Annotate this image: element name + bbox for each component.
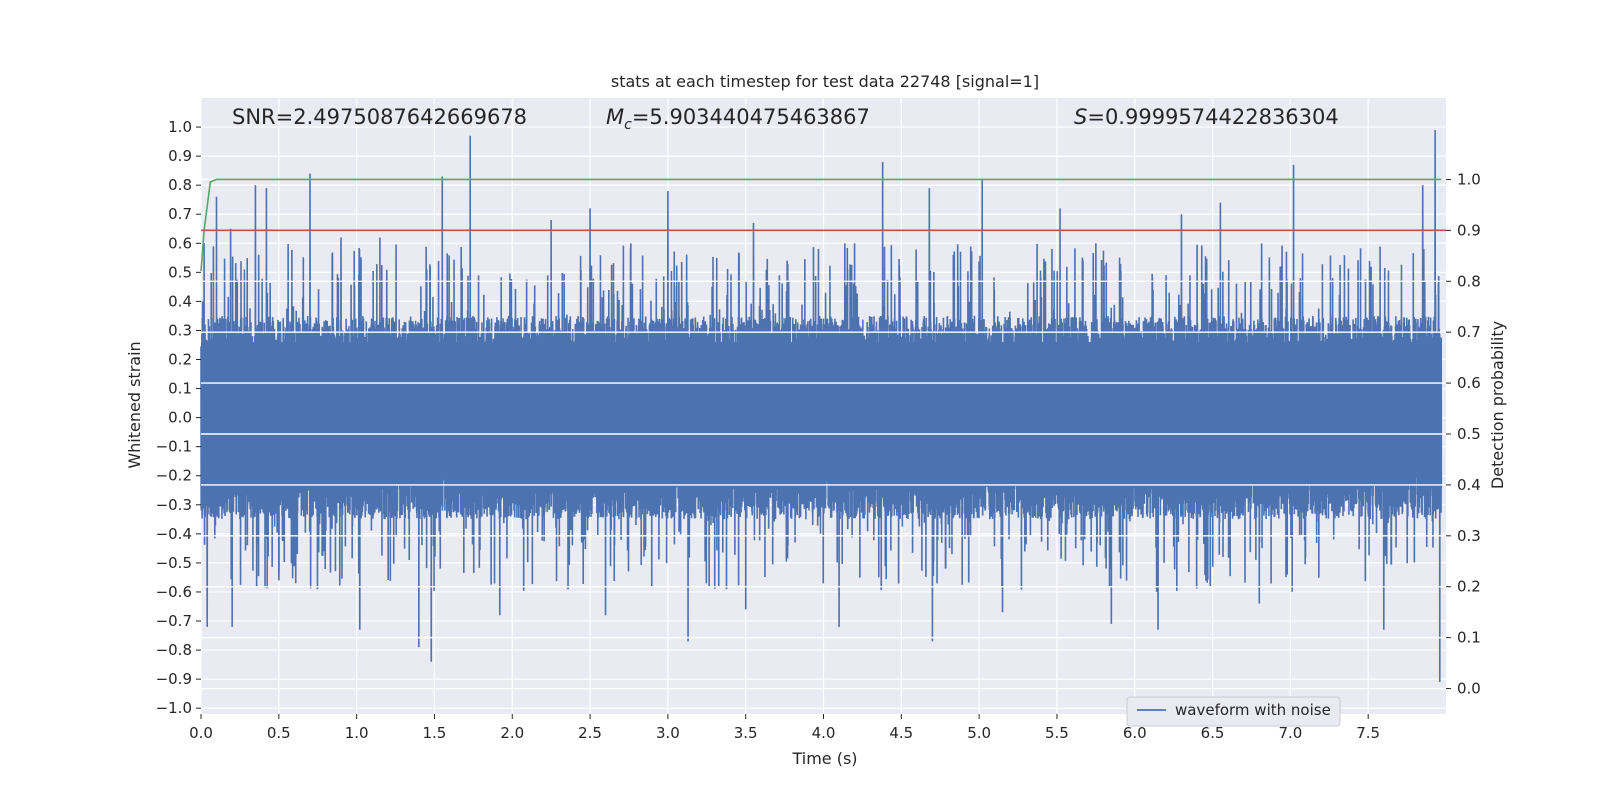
snr-annotation: SNR=2.4975087642669678: [232, 105, 527, 129]
y-left-tick-label: 0.1: [168, 380, 192, 398]
score-value: =0.9999574422836304: [1087, 105, 1338, 129]
score-annotation: S=0.9999574422836304: [1074, 105, 1339, 129]
y-left-axis-ticks: 1.0 0.9 0.8 0.7 0.6 0.5 0.4 0.3 0.2 0.1 0.0 −0.1 −0.…: [156, 118, 201, 717]
y-right-axis-ticks: 1.0 0.9 0.8 0.7 0.6 0.5 0.4 0.3 0.2 0.1 0.0: [1446, 170, 1481, 698]
x-tick-label: 4.0: [812, 724, 836, 742]
x-tick-label: 5.5: [1045, 724, 1069, 742]
x-tick-label: 3.0: [656, 724, 680, 742]
legend-label-waveform: waveform with noise: [1175, 701, 1331, 719]
chirp-mass-value: =5.903440475463867: [632, 105, 870, 129]
x-axis-ticks: 0.0 0.5 1.0 1.5 2.0 2.5 3.0 3.5 4.0 4.5 5.0 5.5 6.0 6…: [189, 714, 1380, 742]
y-right-tick-label: 0.8: [1457, 272, 1481, 290]
y-left-tick-label: −0.3: [156, 496, 192, 514]
x-axis-label: Time (s): [791, 749, 857, 768]
x-tick-label: 4.5: [889, 724, 913, 742]
y-left-tick-label: 0.2: [168, 351, 192, 369]
y-right-tick-label: 0.7: [1457, 323, 1481, 341]
x-tick-label: 7.0: [1278, 724, 1302, 742]
x-tick-label: 3.5: [734, 724, 758, 742]
y-right-tick-label: 0.9: [1457, 221, 1481, 239]
y-right-tick-label: 0.6: [1457, 374, 1481, 392]
x-tick-label: 6.5: [1201, 724, 1225, 742]
x-tick-label: 2.0: [500, 724, 524, 742]
x-tick-label: 6.0: [1123, 724, 1147, 742]
y-right-tick-label: 0.4: [1457, 476, 1481, 494]
detection-probability-line: [200, 178, 1442, 272]
y-left-tick-label: 0.7: [168, 205, 192, 223]
y-right-axis-label: Detection probability: [1488, 321, 1507, 489]
y-right-tick-label: 0.5: [1457, 425, 1481, 443]
waveform-series: [200, 129, 1446, 690]
y-right-tick-label: 1.0: [1457, 170, 1481, 188]
y-left-tick-label: 0.5: [168, 263, 192, 281]
y-left-tick-label: 0.6: [168, 234, 192, 252]
y-left-tick-label: 0.4: [168, 292, 192, 310]
y-left-tick-label: 0.0: [168, 409, 192, 427]
y-left-tick-label: −1.0: [156, 699, 192, 717]
x-tick-label: 1.0: [345, 724, 369, 742]
y-left-tick-label: 1.0: [168, 118, 192, 136]
y-left-tick-label: −0.1: [156, 438, 192, 456]
y-left-tick-label: 0.3: [168, 321, 192, 339]
y-left-tick-label: −0.7: [156, 612, 192, 630]
y-right-tick-label: 0.0: [1457, 680, 1481, 698]
y-right-tick-label: 0.1: [1457, 629, 1481, 647]
x-tick-label: 5.0: [967, 724, 991, 742]
y-left-tick-label: 0.9: [168, 147, 192, 165]
chirp-mass-symbol: M: [606, 105, 624, 129]
y-left-tick-label: −0.2: [156, 467, 192, 485]
chirp-mass-annotation: Mc=5.903440475463867: [606, 105, 870, 133]
y-left-tick-label: −0.5: [156, 554, 192, 572]
y-left-tick-label: −0.6: [156, 583, 192, 601]
x-tick-label: 0.5: [267, 724, 291, 742]
chirp-mass-subscript: c: [624, 117, 632, 133]
chart-title: stats at each timestep for test data 227…: [611, 72, 1039, 91]
legend-box: [1126, 696, 1341, 727]
y-right-tick-label: 0.2: [1457, 578, 1481, 596]
legend: waveform with noise: [1126, 696, 1341, 727]
y-left-tick-label: −0.9: [156, 670, 192, 688]
y-left-axis-label: Whitened strain: [125, 341, 144, 468]
y-right-tick-label: 0.3: [1457, 527, 1481, 545]
x-tick-label: 1.5: [423, 724, 447, 742]
x-tick-label: 0.0: [189, 724, 213, 742]
y-left-tick-label: 0.8: [168, 176, 192, 194]
y-left-tick-label: −0.4: [156, 525, 192, 543]
x-tick-label: 2.5: [578, 724, 602, 742]
score-symbol: S: [1074, 105, 1087, 129]
x-tick-label: 7.5: [1356, 724, 1380, 742]
probability-series: [200, 178, 1446, 272]
y-left-tick-label: −0.8: [156, 641, 192, 659]
waveform-dense-band: [201, 342, 1442, 470]
